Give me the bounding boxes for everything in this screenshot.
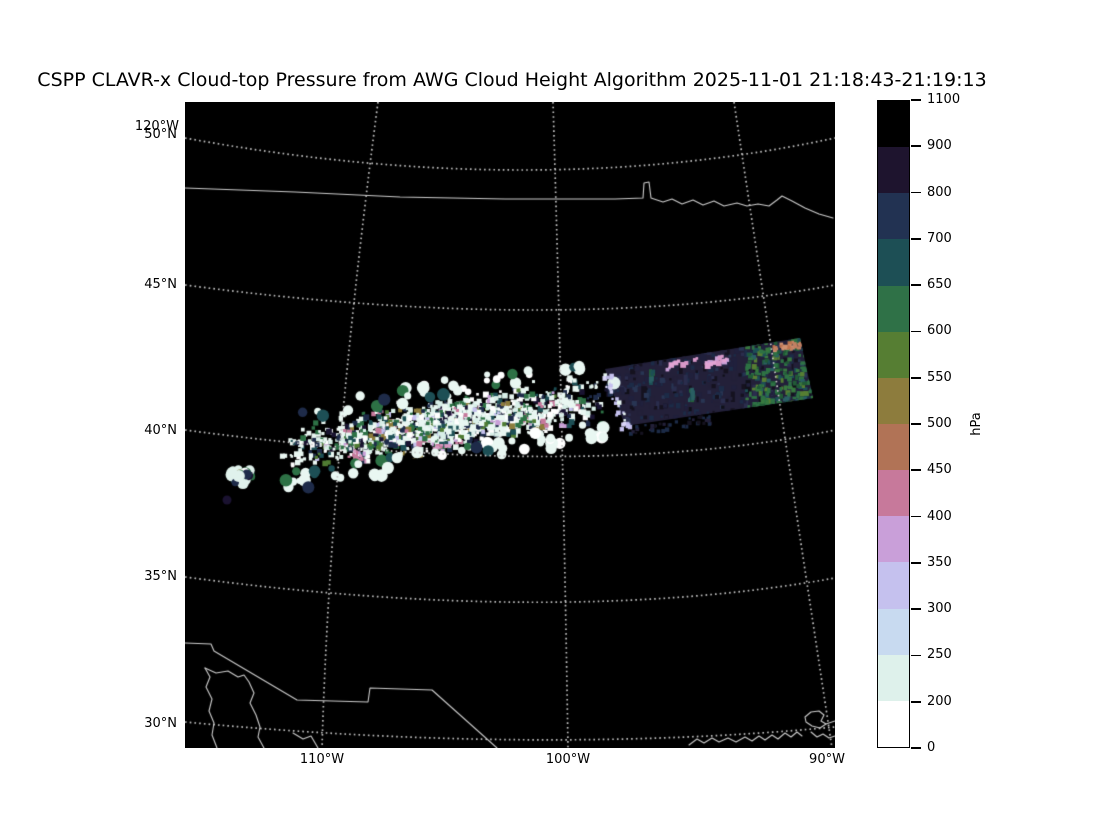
colorbar-tick-mark: [911, 99, 921, 101]
x-tick-90w: 90°W: [809, 752, 845, 767]
colorbar-segment: [878, 516, 909, 563]
corner-tick-120w: 120°W: [134, 119, 179, 134]
colorbar-segment: [878, 700, 909, 747]
colorbar-tick-label: 300: [927, 601, 952, 617]
colorbar-tick-label: 700: [927, 230, 952, 246]
colorbar-tick-mark: [911, 562, 921, 564]
colorbar-tick-mark: [911, 747, 921, 749]
colorbar-segment: [878, 193, 909, 240]
colorbar-tick-label: 600: [927, 323, 952, 339]
colorbar: [877, 100, 910, 748]
colorbar-tick-label: 550: [927, 369, 952, 385]
colorbar-tick-mark: [911, 700, 921, 703]
x-tick-110w: 110°W: [299, 752, 345, 767]
colorbar-segment: [878, 377, 909, 424]
colorbar-tick-label: 200: [927, 693, 952, 709]
y-tick-30n: 30°N: [144, 716, 177, 731]
y-tick-50n: 50°N: [144, 127, 177, 142]
colorbar-tick-mark: [911, 469, 921, 472]
colorbar-tick-label: 650: [927, 277, 952, 293]
colorbar-tick-mark: [911, 191, 921, 194]
colorbar-tick-label: 500: [927, 416, 952, 431]
y-tick-40n: 40°N: [144, 423, 177, 438]
y-tick-35n: 35°N: [144, 569, 177, 584]
colorbar-tick-label: 450: [927, 462, 952, 478]
map-plot-canvas: [185, 102, 835, 748]
colorbar-axis-label: hPa: [969, 412, 984, 436]
x-tick-100w: 100°W: [545, 752, 591, 767]
colorbar-segment: [878, 147, 909, 194]
colorbar-tick-mark: [911, 515, 921, 518]
chart-title: CSPP CLAVR-x Cloud-top Pressure from AWG…: [37, 69, 987, 91]
colorbar-tick-mark: [911, 284, 921, 286]
colorbar-tick-label: 0: [927, 740, 936, 755]
colorbar-segment: [878, 562, 909, 609]
colorbar-tick-label: 900: [927, 138, 952, 154]
colorbar-segment: [878, 608, 909, 655]
colorbar-tick-mark: [911, 654, 921, 657]
colorbar-tick-mark: [911, 608, 921, 610]
colorbar-tick-label: 800: [927, 184, 952, 200]
colorbar-tick-mark: [911, 376, 921, 379]
colorbar-tick-mark: [911, 423, 921, 425]
colorbar-segment: [878, 423, 909, 471]
colorbar-segment: [878, 470, 909, 517]
colorbar-segment: [878, 331, 909, 378]
colorbar-tick-mark: [911, 330, 921, 333]
colorbar-segment: [878, 285, 909, 332]
colorbar-tick-label: 350: [927, 554, 952, 570]
colorbar-segment: [878, 101, 909, 148]
y-tick-45n: 45°N: [144, 277, 177, 292]
colorbar-segment: [878, 239, 909, 286]
colorbar-tick-label: 400: [927, 508, 952, 524]
colorbar-tick-label: 1100: [927, 92, 961, 107]
colorbar-tick-label: 250: [927, 647, 952, 663]
colorbar-tick-mark: [911, 238, 921, 240]
colorbar-tick-mark: [911, 145, 921, 148]
colorbar-segment: [878, 654, 909, 701]
